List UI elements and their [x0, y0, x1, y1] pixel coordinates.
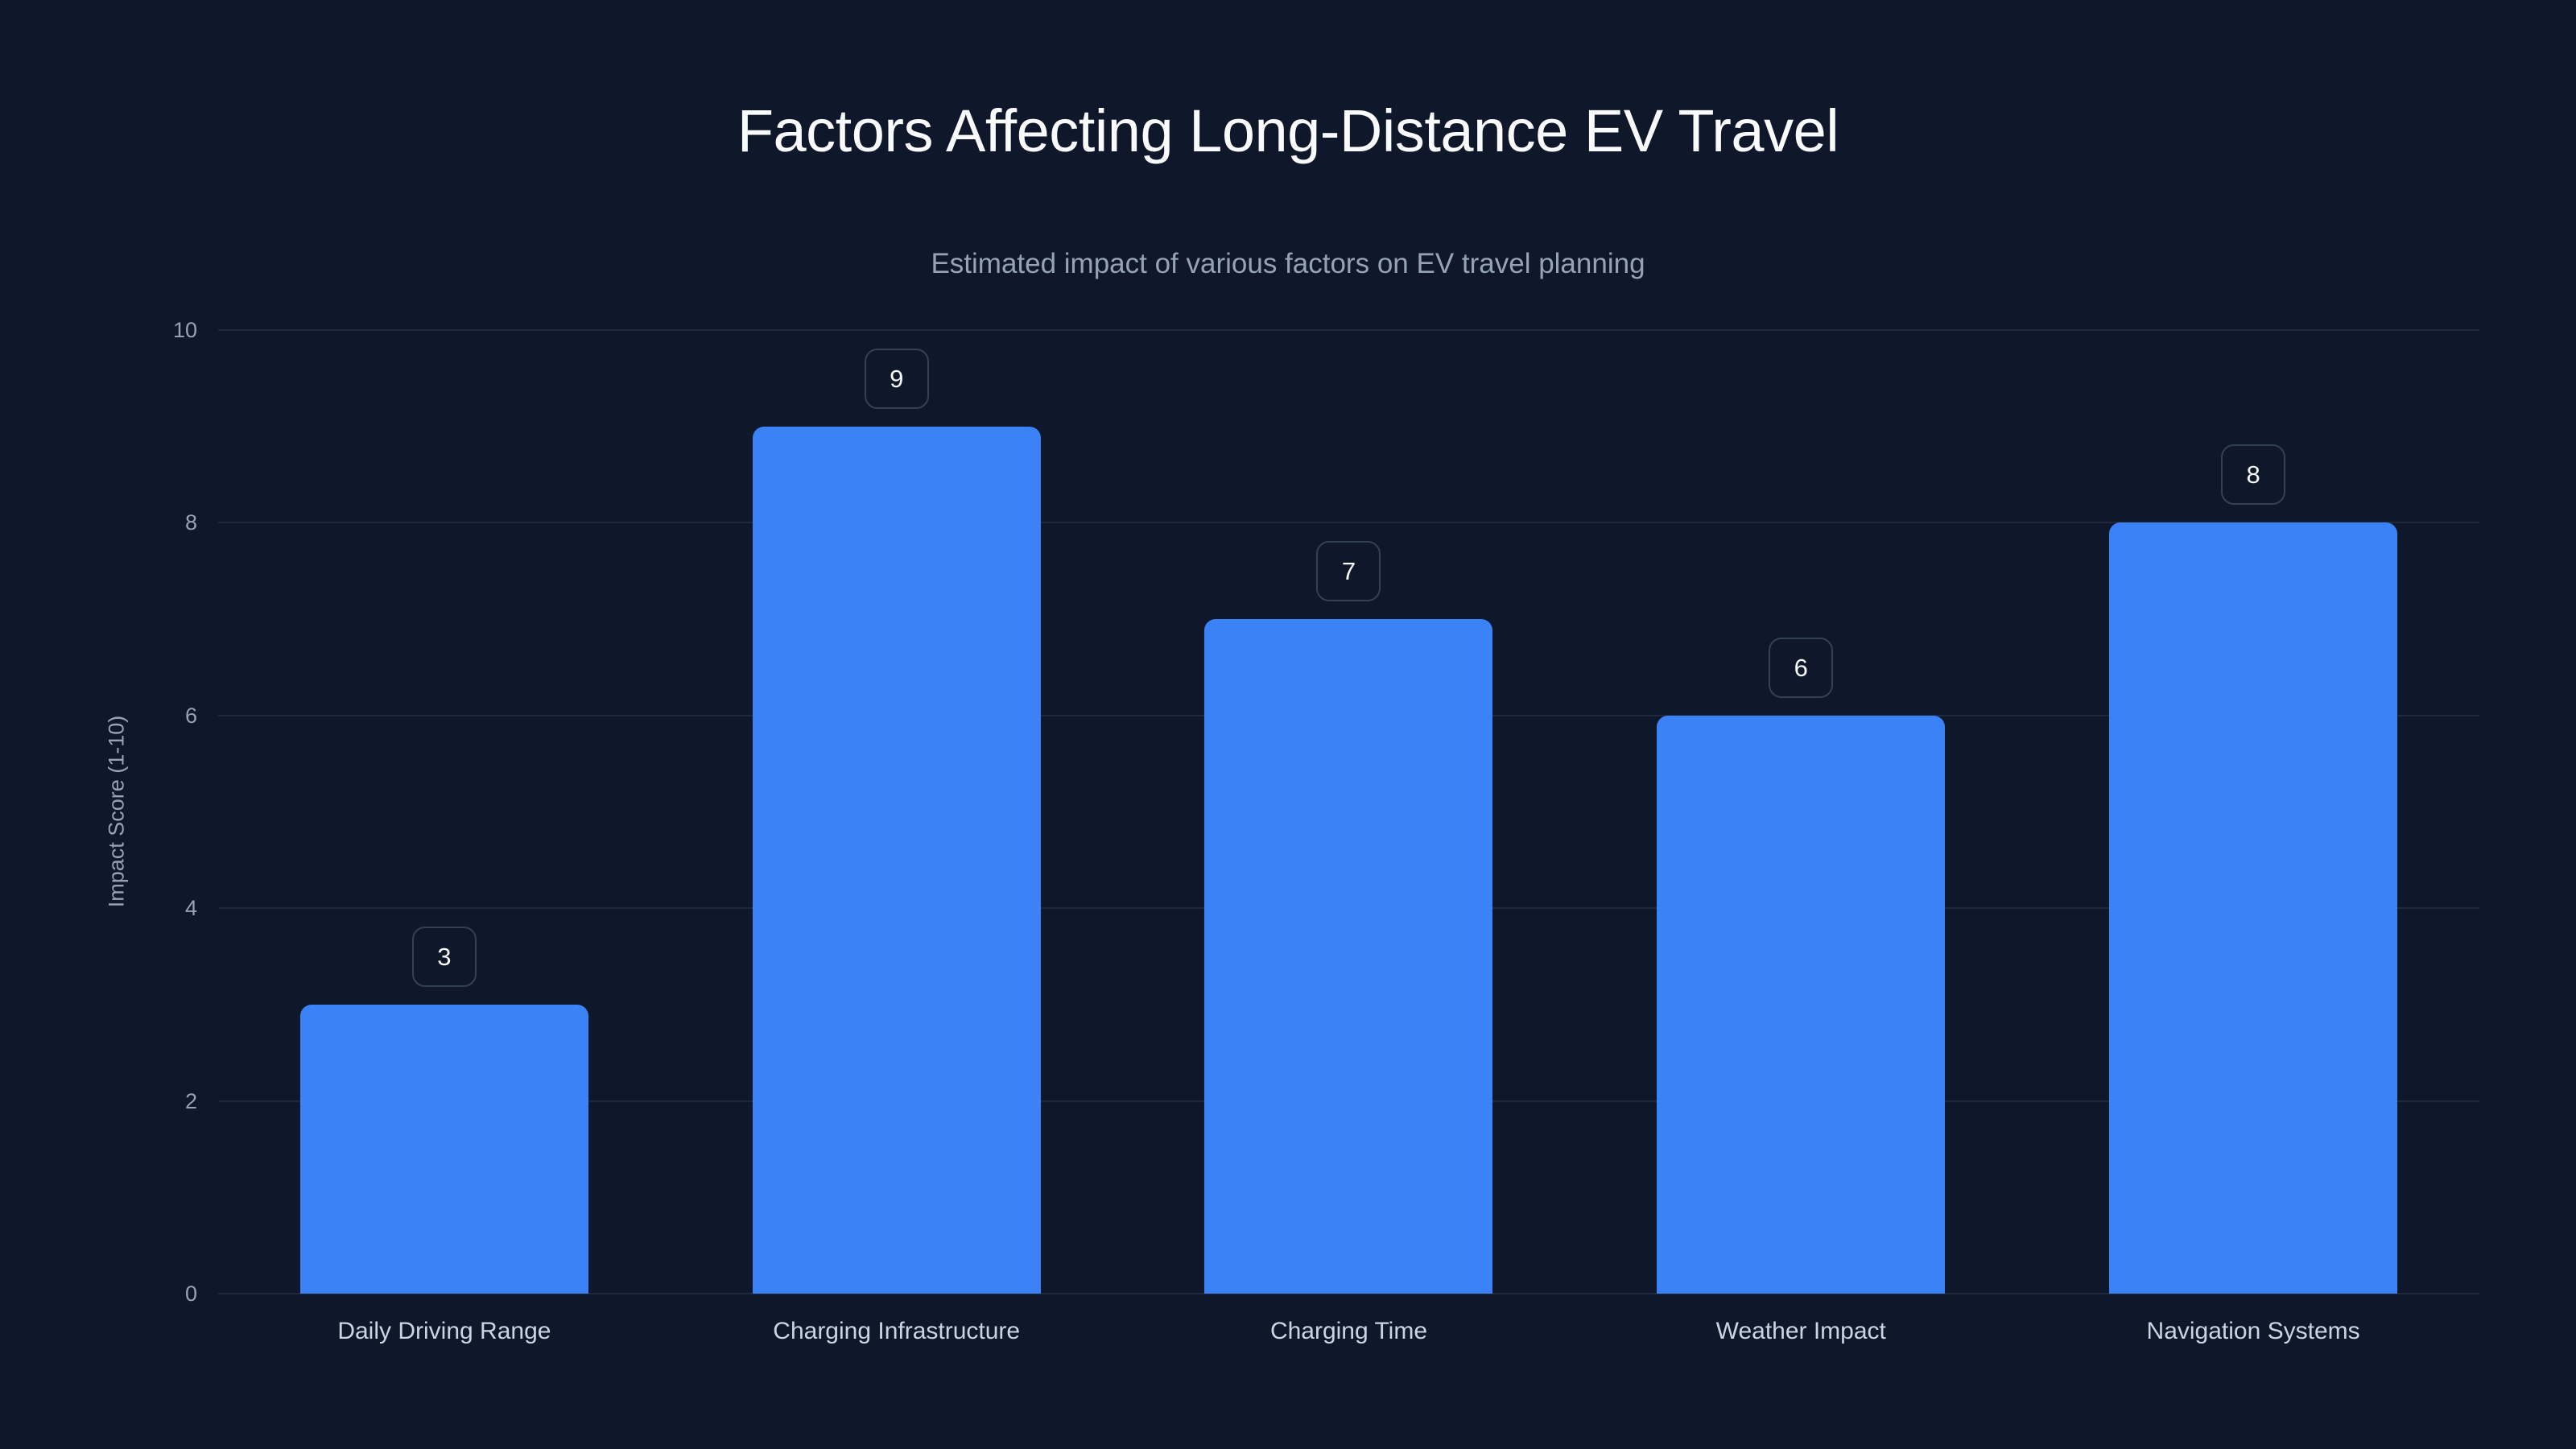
y-tick-label: 8 [184, 510, 197, 535]
bar[interactable] [1204, 619, 1493, 1294]
x-tick-label: Weather Impact [1715, 1318, 1886, 1344]
value-label-badge: 8 [2221, 444, 2286, 506]
plot-area: 0 2 4 6 8 10 3 Daily Driving Range 9 Charging Inf… [173, 318, 2479, 1344]
chart-title: Factors Affecting Long-Distance EV Trave… [737, 97, 1839, 164]
x-tick-label: Charging Time [1269, 1318, 1428, 1344]
y-tick-label: 10 [172, 318, 197, 342]
bar[interactable] [2109, 522, 2398, 1294]
bar-group: 8 Navigation Systems [2027, 330, 2479, 1344]
bar-group: 7 Charging Time [1123, 330, 1575, 1344]
y-tick-label: 2 [184, 1088, 197, 1113]
gridline [218, 329, 2479, 331]
bar[interactable] [299, 1004, 588, 1294]
gridline [218, 522, 2479, 524]
bar-group: 9 Charging Infrastructure [671, 330, 1123, 1344]
value-label-badge: 7 [1316, 541, 1381, 602]
y-tick-label: 4 [184, 896, 197, 921]
value-label-badge: 9 [864, 348, 929, 409]
bar[interactable] [1657, 715, 1946, 1294]
bar-group: 3 Daily Driving Range [218, 330, 671, 1344]
chart-subtitle: Estimated impact of various factors on E… [931, 248, 1645, 279]
x-tick-label: Navigation Systems [2146, 1318, 2360, 1344]
value-label-badge: 3 [411, 926, 477, 987]
y-tick-label: 0 [184, 1282, 197, 1306]
y-axis-label: Impact Score (1-10) [104, 715, 129, 908]
bar[interactable] [752, 426, 1041, 1294]
y-tick-label: 6 [184, 703, 197, 728]
x-tick-label: Daily Driving Range [337, 1318, 551, 1344]
gridline [218, 1293, 2479, 1294]
x-tick-label: Charging Infrastructure [773, 1318, 1021, 1344]
bar-group: 6 Weather Impact [1575, 330, 2027, 1344]
value-label-badge: 6 [1769, 637, 1834, 698]
